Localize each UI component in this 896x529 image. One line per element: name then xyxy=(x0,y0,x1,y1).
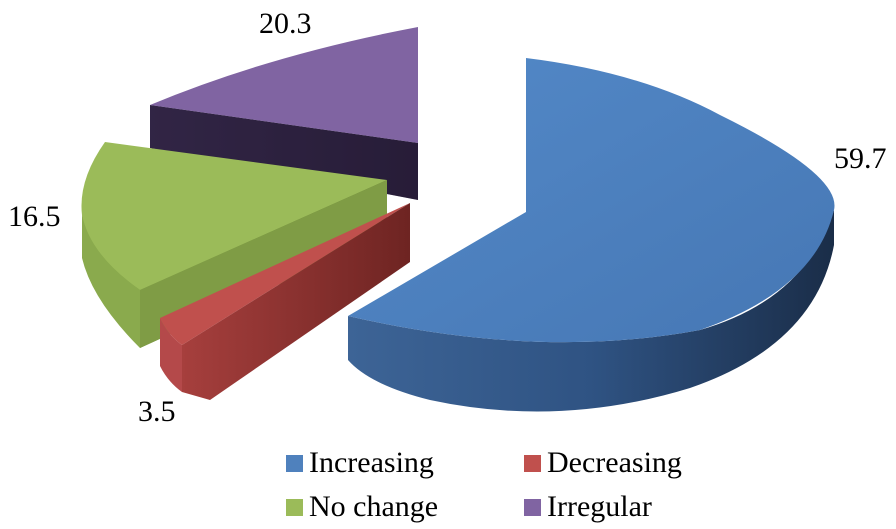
slice-increasing-top xyxy=(348,58,835,343)
legend-swatch-no-change xyxy=(286,498,303,516)
legend-label-no-change: No change xyxy=(309,490,439,523)
slice-increasing[interactable] xyxy=(348,58,835,412)
slice-no-change-top xyxy=(81,142,387,290)
legend-label-irregular: Irregular xyxy=(547,490,652,523)
legend-item-irregular: Irregular xyxy=(524,490,652,524)
data-label-increasing: 59.7 xyxy=(834,142,887,175)
legend-swatch-decreasing xyxy=(524,454,541,472)
slice-no-change-edge xyxy=(82,215,140,348)
legend-item-no-change: No change xyxy=(286,490,438,524)
data-labels: 59.7 3.5 16.5 20.3 xyxy=(8,7,887,428)
data-label-no-change: 16.5 xyxy=(8,200,61,233)
slice-decreasing-edge xyxy=(160,318,182,392)
legend-swatch-irregular xyxy=(524,498,541,516)
legend-label-increasing: Increasing xyxy=(309,446,434,479)
legend-item-decreasing: Decreasing xyxy=(524,446,682,480)
legend-swatch-increasing xyxy=(286,454,303,472)
slice-irregular-top xyxy=(150,27,418,143)
data-label-irregular: 20.3 xyxy=(259,7,312,40)
legend-item-increasing: Increasing xyxy=(286,446,434,480)
data-label-decreasing: 3.5 xyxy=(138,395,176,428)
slice-decreasing[interactable] xyxy=(160,203,410,400)
slice-decreasing-top xyxy=(160,203,410,345)
slice-decreasing-side xyxy=(182,203,410,400)
legend-label-decreasing: Decreasing xyxy=(547,446,682,479)
slice-increasing-side xyxy=(348,210,834,412)
